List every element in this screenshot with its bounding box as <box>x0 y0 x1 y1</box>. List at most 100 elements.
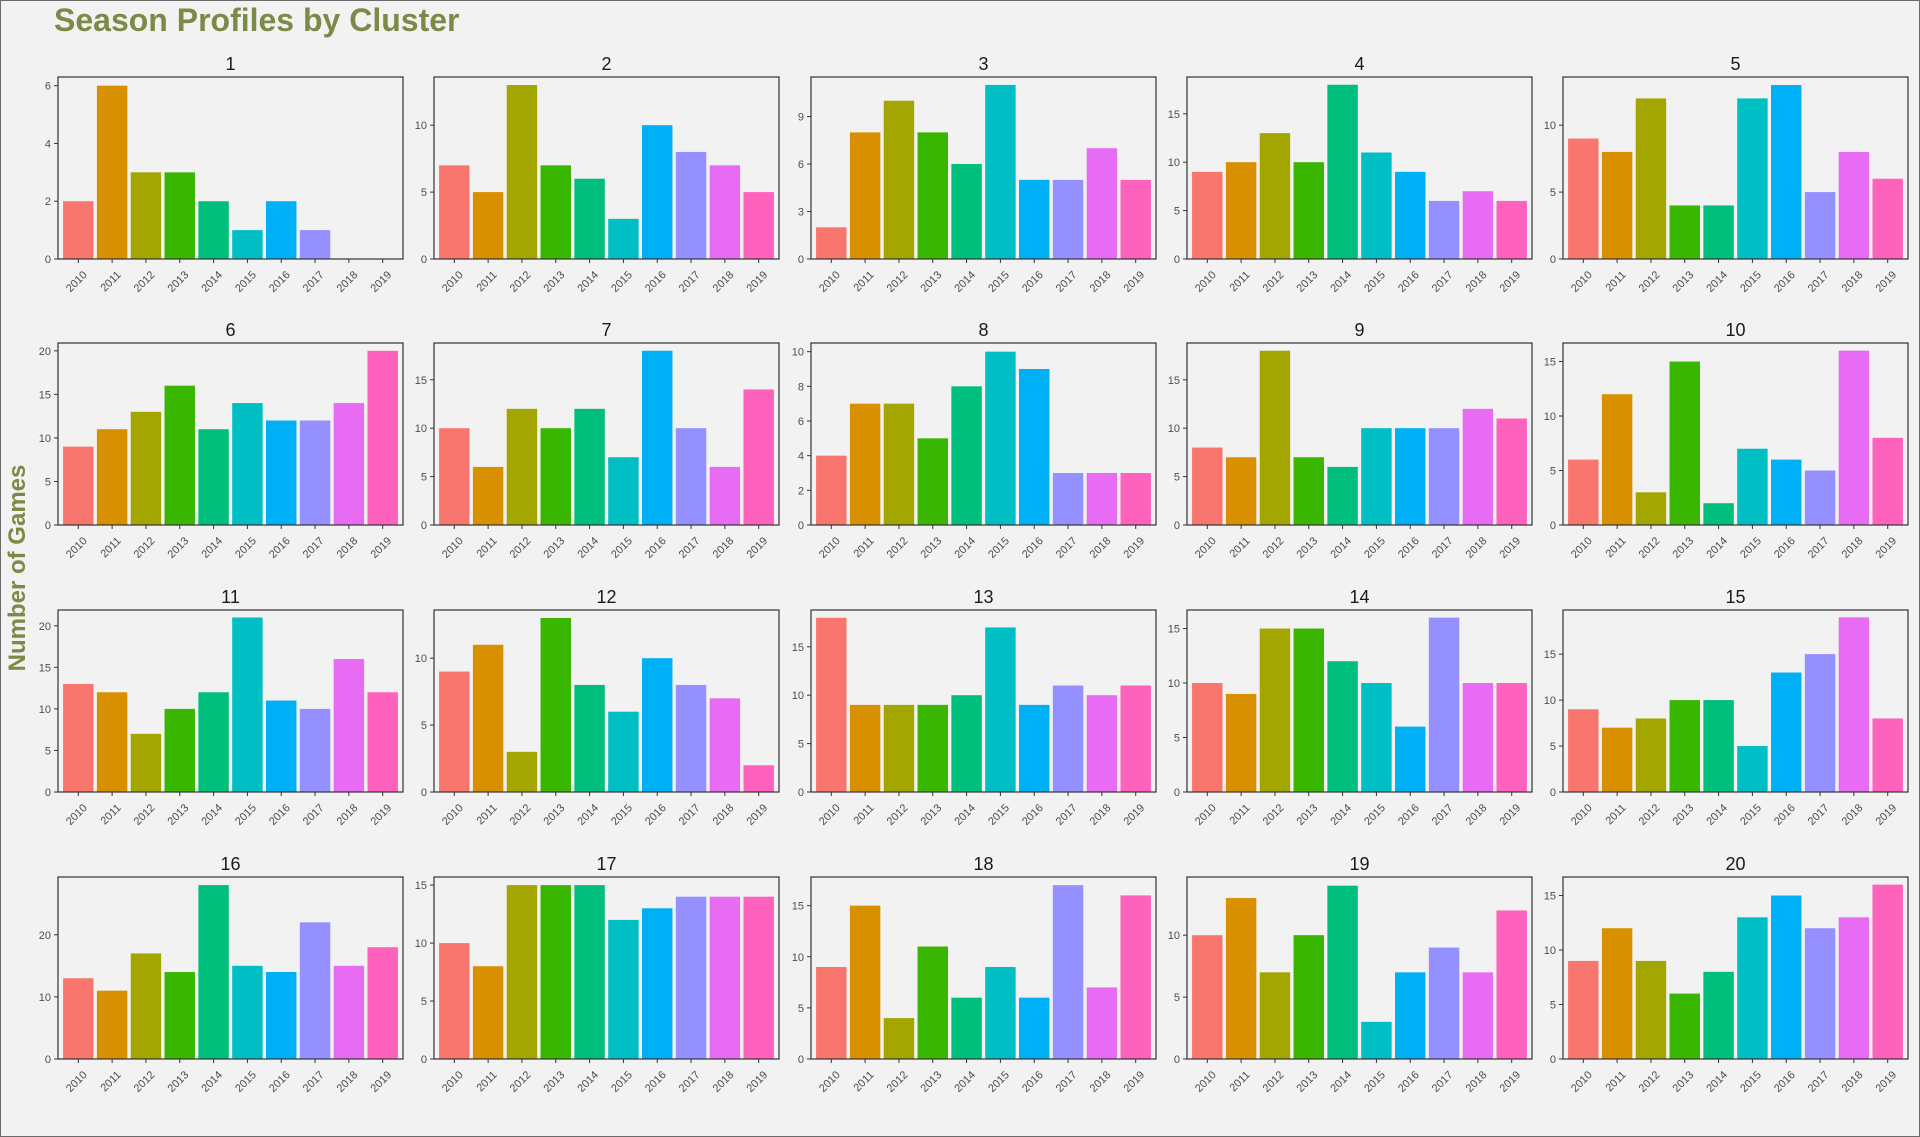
bar-2013 <box>1293 935 1324 1059</box>
bar-2019 <box>367 692 398 792</box>
x-tick-label: 2017 <box>301 802 327 828</box>
x-tick-label: 2018 <box>711 1069 737 1095</box>
bar-2013 <box>540 165 571 259</box>
x-tick-label: 2016 <box>267 269 293 295</box>
bar-2019 <box>367 350 398 525</box>
bar-2017 <box>1804 928 1836 1059</box>
bar-2016 <box>642 125 673 260</box>
x-tick-label: 2018 <box>1840 269 1866 295</box>
y-tick-label: 0 <box>45 787 51 799</box>
facet-panel-17: 17 0 5 10 15 2010 2011 2012 2013 2014 2015 2016 2017… <box>415 854 780 1095</box>
y-tick-label: 0 <box>798 520 804 532</box>
x-tick-label: 2019 <box>368 802 394 828</box>
bar-2010 <box>439 671 470 792</box>
bar-2016 <box>1771 895 1802 1059</box>
y-tick-label: 15 <box>415 375 427 387</box>
facet-panel-15: 15 0 5 10 15 2010 2011 2012 2013 2014 2015 2016 2017… <box>1544 587 1909 828</box>
x-tick-label: 2019 <box>744 535 770 561</box>
bar-2014 <box>1327 466 1358 525</box>
x-tick-label: 2012 <box>132 1069 158 1095</box>
y-tick-label: 0 <box>1174 520 1180 532</box>
x-tick-label: 2012 <box>885 535 911 561</box>
x-tick-label: 2013 <box>1671 802 1697 828</box>
bar-2010 <box>439 428 470 525</box>
x-tick-label: 2018 <box>1840 1069 1866 1095</box>
y-tick-label: 0 <box>1174 1054 1180 1066</box>
bar-2011 <box>472 466 504 525</box>
facet-title: 14 <box>1349 587 1369 607</box>
bar-2019 <box>1872 718 1903 792</box>
panel-border <box>1562 609 1909 793</box>
x-tick-label: 2019 <box>1497 269 1523 295</box>
bar-2017 <box>1804 470 1836 525</box>
x-tick-label: 2019 <box>1873 802 1899 828</box>
bar-2012 <box>883 100 915 260</box>
y-tick-label: 0 <box>421 1054 427 1066</box>
bar-2018 <box>1838 350 1870 525</box>
bar-2018 <box>1838 151 1870 259</box>
bar-2017 <box>1428 617 1460 792</box>
bar-2013 <box>1669 993 1700 1059</box>
bar-2012 <box>1635 718 1667 792</box>
x-tick-label: 2010 <box>1569 1069 1595 1095</box>
y-tick-label: 0 <box>798 787 804 799</box>
x-tick-label: 2012 <box>1637 269 1663 295</box>
x-tick-label: 2012 <box>1261 269 1287 295</box>
bar-2017 <box>299 708 331 792</box>
bar-2014 <box>1703 503 1734 525</box>
bar-2014 <box>1703 700 1734 792</box>
bar-2013 <box>540 618 571 792</box>
x-tick-label: 2011 <box>1227 1069 1252 1094</box>
bar-2018 <box>1086 473 1118 525</box>
bar-2011 <box>849 704 881 792</box>
facet-panel-14: 14 0 5 10 15 2010 2011 2012 2013 2014 2015 2016 2017… <box>1168 587 1533 828</box>
x-tick-label: 2011 <box>474 269 499 294</box>
x-tick-label: 2011 <box>1227 535 1252 560</box>
facet-panel-20: 20 0 5 10 15 2010 2011 2012 2013 2014 2015 2016 2017… <box>1544 854 1909 1095</box>
bar-2014 <box>198 201 229 259</box>
bar-2019 <box>1872 437 1903 525</box>
x-tick-label: 2014 <box>1704 535 1730 561</box>
x-tick-label: 2011 <box>98 802 123 827</box>
y-tick-label: 6 <box>798 159 804 171</box>
bar-2016 <box>1771 85 1802 259</box>
y-tick-label: 0 <box>1550 787 1556 799</box>
x-tick-label: 2019 <box>1873 1069 1899 1095</box>
bar-2015 <box>985 966 1016 1059</box>
x-tick-label: 2016 <box>1396 269 1422 295</box>
x-tick-label: 2013 <box>919 535 945 561</box>
facet-title: 16 <box>220 854 240 874</box>
x-tick-label: 2018 <box>335 269 361 295</box>
y-tick-label: 15 <box>1168 109 1180 121</box>
x-tick-label: 2016 <box>1396 802 1422 828</box>
bar-2012 <box>1259 972 1291 1059</box>
bar-2010 <box>1568 709 1599 792</box>
x-tick-label: 2015 <box>986 535 1012 561</box>
x-tick-label: 2011 <box>851 1069 876 1094</box>
x-tick-label: 2013 <box>1671 535 1697 561</box>
x-tick-label: 2013 <box>1295 802 1321 828</box>
y-tick-label: 20 <box>39 930 51 942</box>
y-tick-label: 6 <box>45 81 51 93</box>
y-tick-label: 15 <box>1544 649 1556 661</box>
bar-2012 <box>130 411 162 525</box>
x-tick-label: 2012 <box>1637 802 1663 828</box>
x-tick-label: 2019 <box>368 1069 394 1095</box>
bar-2010 <box>816 227 847 259</box>
bar-2017 <box>675 151 707 259</box>
y-tick-label: 0 <box>1174 254 1180 266</box>
bar-2010 <box>63 683 94 792</box>
facet-title: 4 <box>1354 54 1364 74</box>
facet-panel-8: 8 0 2 4 6 8 10 2010 2011 2012 2013 2014 2015 2016 2017… <box>792 320 1157 561</box>
y-tick-label: 20 <box>39 621 51 633</box>
x-tick-label: 2017 <box>1430 802 1456 828</box>
x-tick-label: 2015 <box>1362 1069 1388 1095</box>
y-tick-label: 5 <box>1174 733 1180 745</box>
bar-2015 <box>1737 98 1768 259</box>
x-tick-label: 2016 <box>1020 1069 1046 1095</box>
facet-title: 19 <box>1349 854 1369 874</box>
y-tick-label: 10 <box>1544 695 1556 707</box>
x-tick-label: 2013 <box>542 269 568 295</box>
bar-2012 <box>130 172 162 259</box>
x-tick-label: 2017 <box>301 535 327 561</box>
